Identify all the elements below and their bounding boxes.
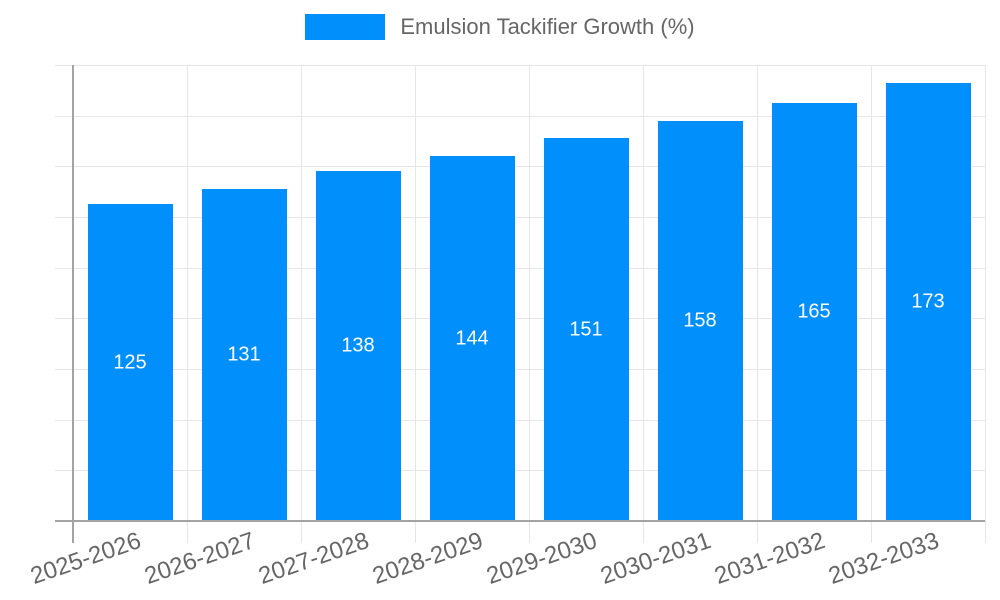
legend-label: Emulsion Tackifier Growth (%) [400, 14, 695, 39]
bar[interactable] [429, 156, 515, 521]
gridline-vertical [301, 65, 302, 543]
gridline-vertical [643, 65, 644, 543]
gridline-vertical [757, 65, 758, 543]
gridline-horizontal [55, 318, 985, 320]
legend: Emulsion Tackifier Growth (%) [0, 14, 1000, 40]
gridline-horizontal [55, 267, 985, 269]
x-axis-line [55, 520, 985, 522]
gridline-horizontal [55, 65, 985, 66]
legend-swatch-icon [305, 14, 386, 40]
gridline-vertical [187, 65, 188, 543]
bar[interactable] [87, 204, 173, 521]
bar-value-label: 151 [569, 318, 603, 341]
bar[interactable] [201, 189, 287, 521]
bar-value-label: 158 [683, 309, 717, 332]
y-axis-line [72, 65, 74, 543]
gridline-horizontal [55, 115, 985, 117]
bar-value-label: 173 [911, 290, 945, 313]
bar-value-label: 165 [797, 300, 831, 323]
bar[interactable] [657, 120, 743, 521]
bar-value-label: 125 [113, 351, 147, 374]
bar[interactable] [885, 82, 971, 521]
gridline-horizontal [55, 217, 985, 218]
bar[interactable] [315, 171, 401, 521]
bar[interactable] [543, 138, 629, 521]
gridline-horizontal [55, 419, 985, 421]
bar-value-label: 144 [455, 327, 489, 350]
bar-value-label: 131 [227, 343, 261, 366]
bar[interactable] [771, 103, 857, 521]
gridline-vertical [871, 65, 872, 543]
gridline-vertical [985, 65, 986, 543]
legend-item[interactable]: Emulsion Tackifier Growth (%) [305, 14, 695, 40]
bar-value-label: 138 [341, 334, 375, 357]
gridline-vertical [529, 65, 530, 543]
gridline-horizontal [55, 369, 985, 370]
gridline-vertical [415, 65, 416, 543]
gridline-horizontal [55, 166, 985, 168]
gridline-horizontal [55, 470, 985, 472]
